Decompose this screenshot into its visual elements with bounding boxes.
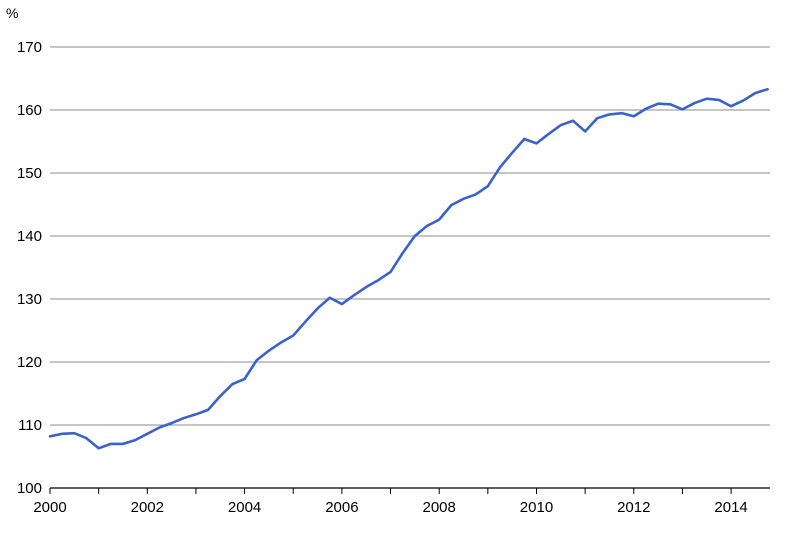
x-tick-label: 2008 <box>423 499 456 516</box>
gridlines <box>50 46 770 426</box>
y-unit-label: % <box>6 5 18 21</box>
x-tick-label: 2002 <box>131 499 164 516</box>
y-tick-label: 100 <box>17 480 42 497</box>
y-tick-label: 130 <box>17 291 42 308</box>
series-layer <box>48 87 769 450</box>
x-tick-label: 2004 <box>228 499 261 516</box>
y-tick-label: 110 <box>18 417 42 434</box>
x-tick-label: 2010 <box>520 499 553 516</box>
y-tick-label: 140 <box>17 228 42 245</box>
x-axis: 2000 2002 2004 2006 2008 2010 2012 2014 <box>33 487 770 516</box>
x-tick-label: 2012 <box>617 499 650 516</box>
y-tick-label: 150 <box>17 165 42 182</box>
y-tick-label: 160 <box>17 102 42 119</box>
y-axis: 100 110 120 130 140 150 160 170 <box>17 39 42 497</box>
x-tick-label: 2006 <box>325 499 358 516</box>
x-tick-label: 2000 <box>33 499 66 516</box>
y-tick-label: 120 <box>17 354 42 371</box>
series-line-0 <box>48 87 769 450</box>
y-tick-label: 170 <box>17 39 42 56</box>
x-tick-label: 2014 <box>714 499 747 516</box>
